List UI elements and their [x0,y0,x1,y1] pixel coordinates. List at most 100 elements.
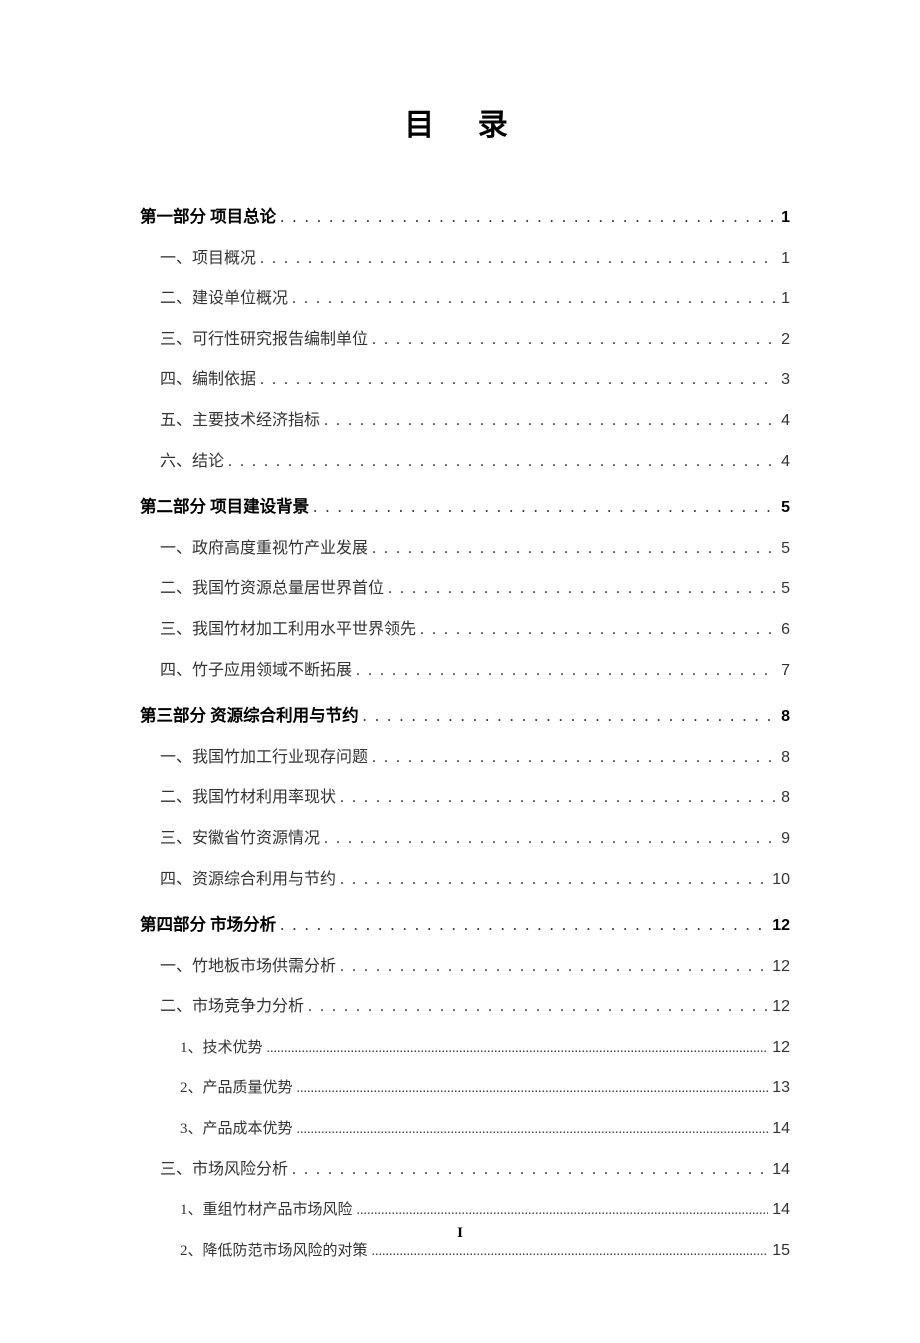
toc-entry: 四、资源综合利用与节约. . . . . . . . . . . . . . .… [140,867,790,893]
toc-entry: 二、我国竹材利用率现状. . . . . . . . . . . . . . .… [140,785,790,811]
toc-leader-dots: . . . . . . . . . . . . . . . . . . . . … [324,408,777,434]
toc-entry-label: 1、技术优势 [180,1036,263,1060]
toc-title: 目 录 [140,100,790,144]
toc-entry: 五、主要技术经济指标. . . . . . . . . . . . . . . … [140,408,790,434]
toc-section: 第三部分 资源综合利用与节约. . . . . . . . . . . . . … [140,703,790,892]
toc-heading: 第三部分 资源综合利用与节约. . . . . . . . . . . . . … [140,703,790,730]
toc-entry: 三、可行性研究报告编制单位. . . . . . . . . . . . . .… [140,327,790,353]
toc-leader-dots: . . . . . . . . . . . . . . . . . . . . … [372,327,777,353]
toc-entry-label: 二、我国竹资源总量居世界首位 [160,576,384,602]
toc-entry-label: 三、可行性研究报告编制单位 [160,327,368,353]
toc-leader-dots: . . . . . . . . . . . . . . . . . . . . … [356,658,777,684]
toc-leader-dots: . . . . . . . . . . . . . . . . . . . . … [260,246,777,272]
toc-entry: 1、重组竹材产品市场风险............................… [140,1197,790,1223]
toc-leader-dots: . . . . . . . . . . . . . . . . . . . . … [372,745,777,771]
toc-entry-label: 一、我国竹加工行业现存问题 [160,745,368,771]
toc-entry-label: 一、项目概况 [160,246,256,272]
toc-entry: 六、结论. . . . . . . . . . . . . . . . . . … [140,449,790,475]
toc-entry-page: 13 [772,1075,790,1101]
toc-heading: 第四部分 市场分析. . . . . . . . . . . . . . . .… [140,912,790,939]
toc-entry-page: 12 [772,994,790,1020]
toc-entry-label: 二、建设单位概况 [160,286,288,312]
page-number: I [0,1225,920,1242]
toc-leader-dots: . . . . . . . . . . . . . . . . . . . . … [228,449,777,475]
toc-leader-dots: . . . . . . . . . . . . . . . . . . . . … [260,367,777,393]
toc-heading-label: 第四部分 市场分析 [140,912,276,938]
toc-leader-dots: ........................................… [372,1241,769,1263]
toc-entry-label: 三、我国竹材加工利用水平世界领先 [160,617,416,643]
toc-heading-label: 第三部分 资源综合利用与节约 [140,703,359,729]
toc-entry: 一、项目概况. . . . . . . . . . . . . . . . . … [140,246,790,272]
toc-leader-dots: . . . . . . . . . . . . . . . . . . . . … [372,536,777,562]
toc-entry: 1、技术优势..................................… [140,1035,790,1061]
toc-entry-page: 12 [772,1035,790,1061]
toc-entry: 二、市场竞争力分析. . . . . . . . . . . . . . . .… [140,994,790,1020]
toc-entry-page: 4 [781,449,790,475]
toc-leader-dots: ........................................… [297,1119,769,1141]
toc-entry: 一、政府高度重视竹产业发展. . . . . . . . . . . . . .… [140,536,790,562]
toc-entry-page: 14 [772,1116,790,1142]
toc-entry-label: 三、安徽省竹资源情况 [160,826,320,852]
toc-container: 第一部分 项目总论 . . . . . . . . . . . . . . . .… [140,204,790,1263]
toc-entry: 3、产品成本优势................................… [140,1116,790,1142]
toc-entry-label: 一、政府高度重视竹产业发展 [160,536,368,562]
toc-heading-page: 12 [772,913,790,939]
toc-entry: 三、安徽省竹资源情况. . . . . . . . . . . . . . . … [140,826,790,852]
toc-entry-page: 14 [772,1157,790,1183]
toc-heading-page: 8 [781,704,790,730]
toc-entry-label: 一、竹地板市场供需分析 [160,954,336,980]
toc-leader-dots: . . . . . . . . . . . . . . . . . . . . … [388,576,777,602]
toc-entry: 2、产品质量优势................................… [140,1075,790,1101]
toc-leader-dots: . . . . . . . . . . . . . . . . . . . . … [340,867,768,893]
toc-leader-dots: ........................................… [267,1038,769,1060]
toc-leader-dots: . . . . . . . . . . . . . . . . . . . . … [313,494,777,520]
toc-leader-dots: . . . . . . . . . . . . . . . . . . . . … [292,286,777,312]
toc-leader-dots: . . . . . . . . . . . . . . . . . . . . … [363,703,777,729]
toc-entry: 一、竹地板市场供需分析. . . . . . . . . . . . . . .… [140,954,790,980]
toc-entry-label: 四、资源综合利用与节约 [160,867,336,893]
toc-heading-label: 第二部分 项目建设背景 [140,494,309,520]
toc-leader-dots: . . . . . . . . . . . . . . . . . . . . … [324,826,777,852]
toc-entry-page: 1 [781,246,790,272]
toc-entry-page: 14 [772,1197,790,1223]
toc-leader-dots: ........................................… [357,1200,769,1222]
toc-heading: 第一部分 项目总论. . . . . . . . . . . . . . . .… [140,204,790,231]
toc-heading-page: 1 [781,205,790,231]
toc-entry-label: 二、我国竹材利用率现状 [160,785,336,811]
toc-entry-page: 10 [772,867,790,893]
toc-entry-label: 1、重组竹材产品市场风险 [180,1198,353,1222]
toc-entry: 二、我国竹资源总量居世界首位. . . . . . . . . . . . . … [140,576,790,602]
toc-entry-label: 三、市场风险分析 [160,1157,288,1183]
toc-section: 第四部分 市场分析. . . . . . . . . . . . . . . .… [140,912,790,1263]
toc-entry-label: 3、产品成本优势 [180,1117,293,1141]
document-page: 目 录 第一部分 项目总论 . . . . . . . . . . . . . .… [0,0,920,1343]
toc-entry-label: 五、主要技术经济指标 [160,408,320,434]
toc-entry-page: 8 [781,785,790,811]
toc-entry: 三、我国竹材加工利用水平世界领先. . . . . . . . . . . . … [140,617,790,643]
toc-entry-page: 9 [781,826,790,852]
toc-entry-label: 2、产品质量优势 [180,1076,293,1100]
toc-entry-page: 7 [781,658,790,684]
toc-entry-page: 4 [781,408,790,434]
toc-heading-label: 第一部分 项目总论 [140,204,276,230]
toc-heading-page: 5 [781,495,790,521]
toc-entry-page: 2 [781,327,790,353]
toc-leader-dots: . . . . . . . . . . . . . . . . . . . . … [292,1157,768,1183]
toc-leader-dots: . . . . . . . . . . . . . . . . . . . . … [340,785,777,811]
toc-section: 第二部分 项目建设背景. . . . . . . . . . . . . . .… [140,494,790,683]
toc-entry: 四、竹子应用领域不断拓展. . . . . . . . . . . . . . … [140,658,790,684]
toc-entry: 二、建设单位概况. . . . . . . . . . . . . . . . … [140,286,790,312]
toc-heading: 第二部分 项目建设背景. . . . . . . . . . . . . . .… [140,494,790,521]
toc-entry-page: 6 [781,617,790,643]
toc-entry-page: 12 [772,954,790,980]
toc-entry-label: 四、竹子应用领域不断拓展 [160,658,352,684]
toc-entry-label: 四、编制依据 [160,367,256,393]
toc-entry: 三、市场风险分析. . . . . . . . . . . . . . . . … [140,1157,790,1183]
toc-entry-page: 8 [781,745,790,771]
toc-entry-page: 5 [781,576,790,602]
toc-leader-dots: . . . . . . . . . . . . . . . . . . . . … [308,994,768,1020]
toc-entry: 一、我国竹加工行业现存问题. . . . . . . . . . . . . .… [140,745,790,771]
toc-entry-label: 六、结论 [160,449,224,475]
toc-entry-page: 5 [781,536,790,562]
toc-leader-dots: . . . . . . . . . . . . . . . . . . . . … [280,912,768,938]
